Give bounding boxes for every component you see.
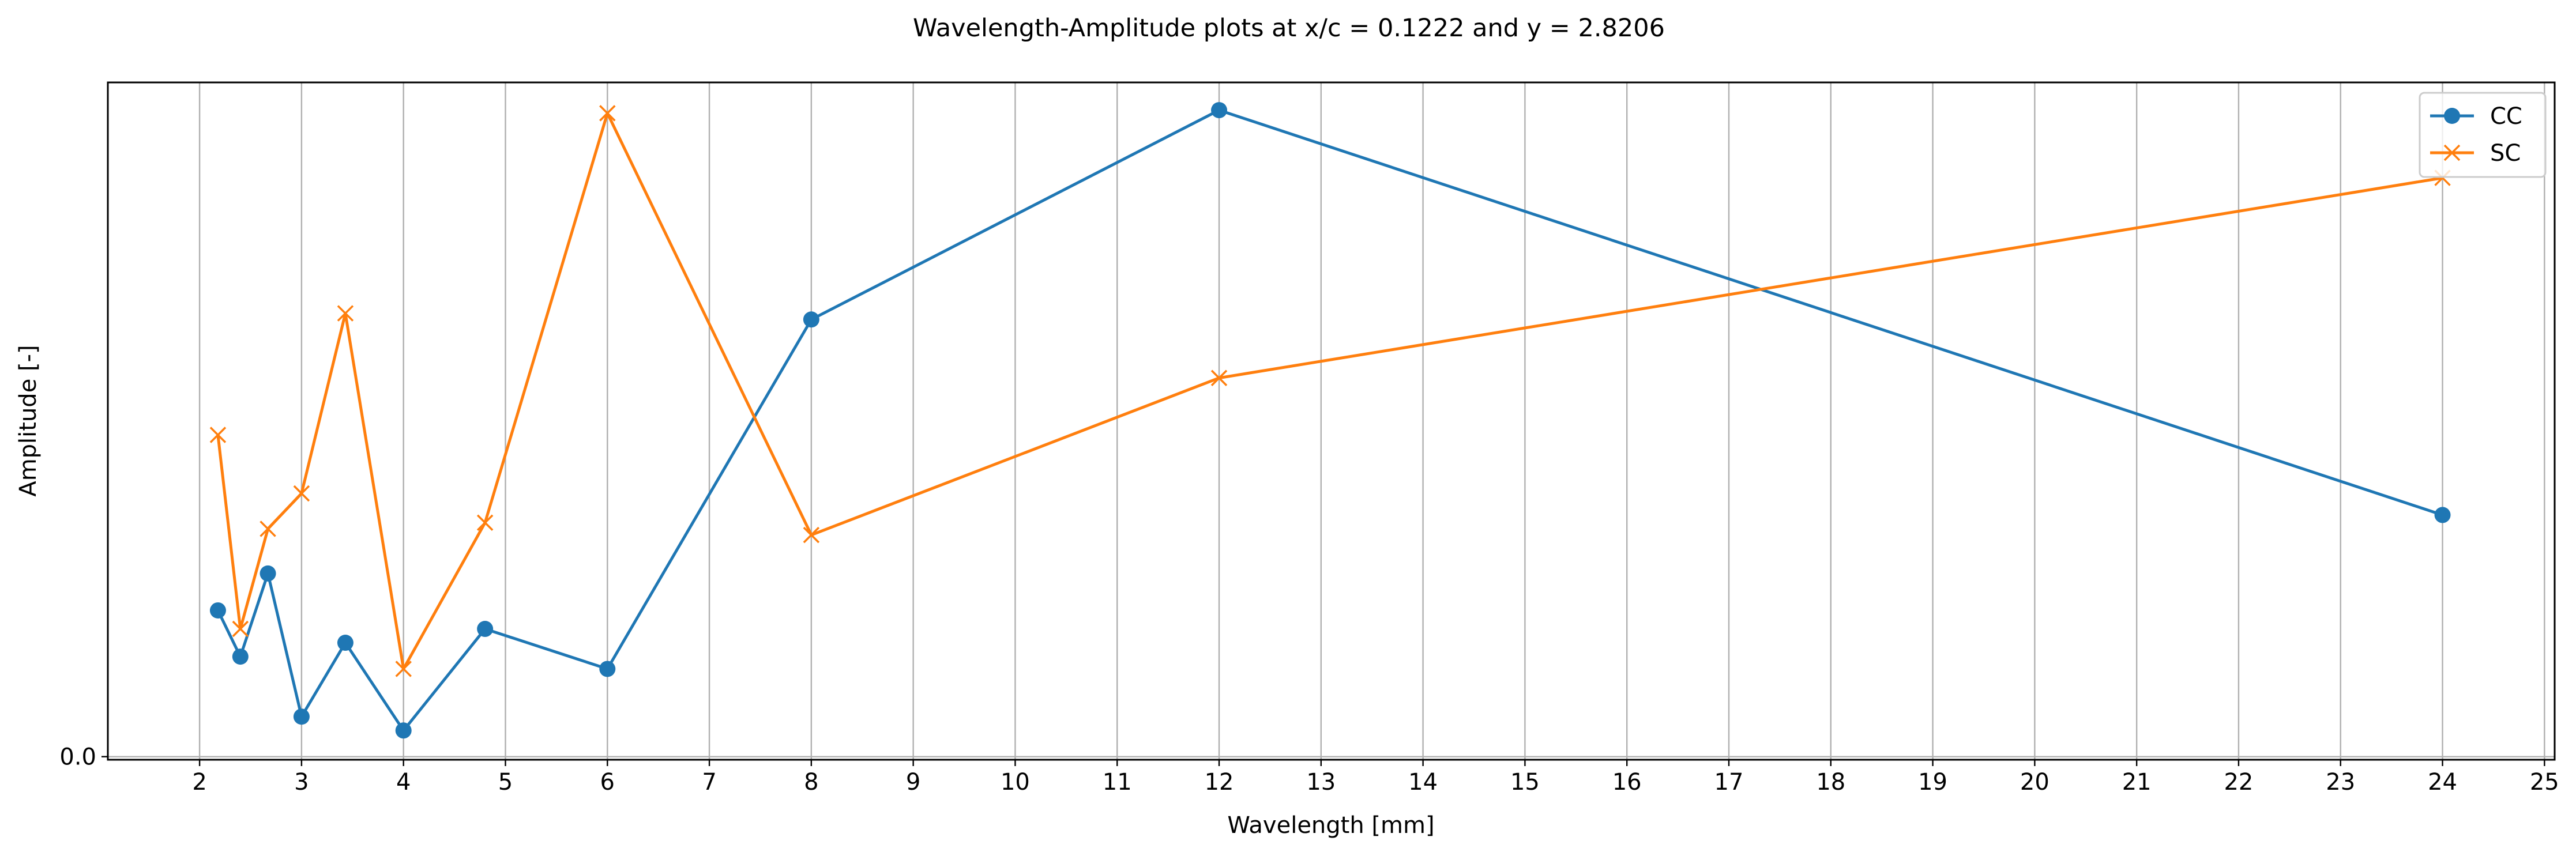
x-tick-label: 6	[600, 769, 615, 795]
data-point-sc	[599, 105, 616, 122]
data-point-sc-stroke	[803, 526, 820, 544]
data-point-sc	[1210, 369, 1228, 386]
x-tick-label: 13	[1306, 769, 1336, 795]
legend-marker-sc-stroke	[2443, 144, 2461, 161]
x-tick-label: 12	[1205, 769, 1234, 795]
x-tick-label: 11	[1103, 769, 1132, 795]
data-point-sc-stroke	[599, 105, 616, 122]
x-axis-label: Wavelength [mm]	[1227, 812, 1434, 839]
x-tick-label: 16	[1612, 769, 1642, 795]
series-layer	[209, 102, 2451, 739]
chart-title: Wavelength-Amplitude plots at x/c = 0.12…	[913, 14, 1665, 43]
data-point-sc	[337, 305, 354, 322]
data-point-cc	[337, 635, 354, 651]
data-point-sc	[803, 526, 820, 544]
data-point-cc	[1211, 102, 1228, 119]
data-point-cc	[599, 661, 616, 677]
x-tick-label: 21	[2122, 769, 2152, 795]
data-point-sc	[293, 485, 310, 502]
x-tick-label: 2	[192, 769, 206, 795]
y-axis-ticks: 0.0	[59, 744, 108, 771]
x-tick-label: 14	[1408, 769, 1438, 795]
legend: CC SC	[2419, 92, 2547, 178]
y-axis-label: Amplitude [-]	[15, 345, 42, 496]
data-point-cc	[803, 311, 819, 328]
x-tick-label: 19	[1918, 769, 1947, 795]
data-point-sc-stroke	[260, 521, 276, 537]
x-tick-label: 8	[804, 769, 818, 795]
data-point-sc-stroke	[232, 620, 249, 638]
x-tick-label: 15	[1510, 769, 1540, 795]
data-point-sc-stroke	[395, 661, 412, 677]
x-axis-ticks: 2 3 4 5 6 7 8 9 10 11 12 13 14 15 16 17 18 19 20 21 22 23 24 25	[192, 760, 2559, 795]
data-point-sc	[476, 514, 494, 531]
data-point-cc	[232, 648, 249, 665]
x-tick-label: 5	[498, 769, 513, 795]
data-point-cc	[2434, 507, 2451, 523]
series-line-cc	[216, 108, 2443, 732]
x-tick-label: 3	[294, 769, 309, 795]
series-cc	[209, 102, 2451, 739]
data-point-cc	[477, 621, 494, 638]
data-point-sc-stroke	[209, 427, 227, 443]
data-point-sc-stroke	[337, 305, 354, 322]
plot-frame	[107, 81, 2556, 761]
x-tick-label: 7	[702, 769, 716, 795]
data-point-cc	[293, 708, 310, 725]
data-point-sc	[232, 620, 249, 638]
legend-label-cc: CC	[2490, 103, 2522, 130]
x-tick-label: 9	[906, 769, 920, 795]
legend-box	[2419, 92, 2547, 178]
y-tick-label: 0.0	[59, 744, 96, 771]
data-point-sc-stroke	[476, 514, 494, 531]
x-tick-label: 20	[2020, 769, 2049, 795]
x-tick-label: 24	[2428, 769, 2457, 795]
legend-marker-sc	[2443, 144, 2461, 161]
x-tick-label: 4	[396, 769, 411, 795]
data-point-sc-stroke	[1210, 369, 1228, 386]
grid-lines	[108, 82, 2555, 760]
x-tick-label: 22	[2224, 769, 2253, 795]
data-point-sc	[260, 521, 276, 537]
data-point-sc	[395, 661, 412, 677]
data-point-sc-stroke	[293, 485, 310, 502]
series-line-sc	[216, 111, 2443, 670]
series-sc	[209, 105, 2451, 677]
x-tick-label: 25	[2530, 769, 2559, 795]
data-point-sc	[209, 427, 227, 443]
x-tick-label: 23	[2326, 769, 2355, 795]
x-tick-label: 18	[1816, 769, 1845, 795]
x-tick-label: 17	[1714, 769, 1744, 795]
data-point-cc	[395, 722, 412, 739]
x-tick-label: 10	[1001, 769, 1030, 795]
legend-marker-cc	[2444, 108, 2460, 124]
data-point-cc	[209, 602, 226, 619]
data-point-cc	[260, 565, 276, 582]
legend-label-sc: SC	[2490, 140, 2521, 167]
